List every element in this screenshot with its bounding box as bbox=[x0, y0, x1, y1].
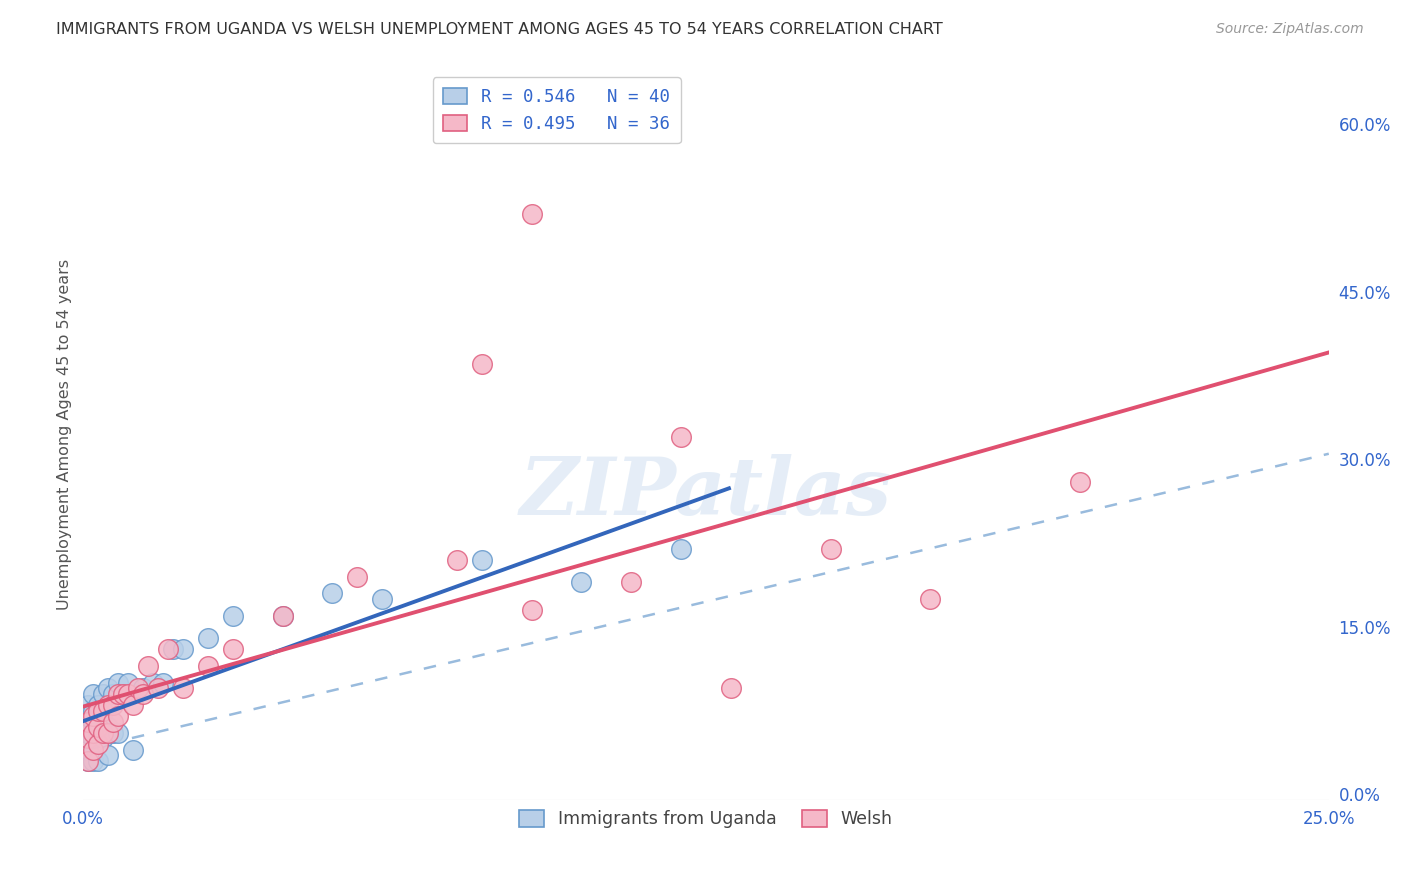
Point bbox=[82, 687, 104, 701]
Point bbox=[371, 591, 394, 606]
Point bbox=[91, 731, 114, 746]
Point bbox=[101, 687, 124, 701]
Point bbox=[117, 675, 139, 690]
Point bbox=[122, 698, 145, 712]
Point bbox=[132, 687, 155, 701]
Point bbox=[77, 714, 100, 729]
Point bbox=[77, 754, 100, 768]
Point bbox=[97, 726, 120, 740]
Point bbox=[117, 687, 139, 701]
Y-axis label: Unemployment Among Ages 45 to 54 years: Unemployment Among Ages 45 to 54 years bbox=[58, 259, 72, 610]
Point bbox=[669, 430, 692, 444]
Point bbox=[82, 709, 104, 723]
Point bbox=[172, 642, 194, 657]
Point bbox=[156, 642, 179, 657]
Point bbox=[146, 681, 169, 696]
Legend: Immigrants from Uganda, Welsh: Immigrants from Uganda, Welsh bbox=[513, 803, 900, 835]
Point bbox=[97, 720, 120, 734]
Point bbox=[82, 731, 104, 746]
Point bbox=[97, 681, 120, 696]
Point bbox=[77, 698, 100, 712]
Point bbox=[87, 698, 110, 712]
Point bbox=[172, 681, 194, 696]
Point bbox=[446, 553, 468, 567]
Point bbox=[346, 569, 368, 583]
Point bbox=[82, 704, 104, 718]
Point bbox=[82, 726, 104, 740]
Point bbox=[91, 704, 114, 718]
Point bbox=[620, 575, 643, 590]
Point bbox=[271, 608, 294, 623]
Point bbox=[122, 742, 145, 756]
Point bbox=[820, 541, 842, 556]
Point bbox=[920, 591, 942, 606]
Point bbox=[222, 642, 245, 657]
Point bbox=[97, 698, 120, 712]
Point bbox=[197, 631, 219, 645]
Point bbox=[82, 742, 104, 756]
Text: Source: ZipAtlas.com: Source: ZipAtlas.com bbox=[1216, 22, 1364, 37]
Point bbox=[162, 642, 184, 657]
Point bbox=[222, 608, 245, 623]
Point bbox=[471, 358, 494, 372]
Point bbox=[520, 207, 543, 221]
Point bbox=[87, 737, 110, 751]
Point bbox=[152, 675, 174, 690]
Point bbox=[720, 681, 742, 696]
Text: IMMIGRANTS FROM UGANDA VS WELSH UNEMPLOYMENT AMONG AGES 45 TO 54 YEARS CORRELATI: IMMIGRANTS FROM UGANDA VS WELSH UNEMPLOY… bbox=[56, 22, 943, 37]
Point bbox=[142, 675, 165, 690]
Point bbox=[87, 726, 110, 740]
Point bbox=[669, 541, 692, 556]
Point bbox=[87, 754, 110, 768]
Point bbox=[127, 681, 149, 696]
Point bbox=[82, 754, 104, 768]
Point bbox=[571, 575, 593, 590]
Point bbox=[87, 720, 110, 734]
Point bbox=[112, 687, 135, 701]
Text: ZIPatlas: ZIPatlas bbox=[520, 454, 891, 532]
Point bbox=[77, 754, 100, 768]
Point bbox=[91, 687, 114, 701]
Point bbox=[112, 687, 135, 701]
Point bbox=[1069, 475, 1091, 489]
Point bbox=[91, 714, 114, 729]
Point bbox=[101, 698, 124, 712]
Point bbox=[107, 726, 129, 740]
Point bbox=[77, 731, 100, 746]
Point bbox=[91, 726, 114, 740]
Point bbox=[321, 586, 343, 600]
Point bbox=[101, 726, 124, 740]
Point bbox=[87, 704, 110, 718]
Point bbox=[197, 659, 219, 673]
Point bbox=[107, 675, 129, 690]
Point bbox=[77, 726, 100, 740]
Point bbox=[82, 714, 104, 729]
Point bbox=[107, 709, 129, 723]
Point bbox=[97, 748, 120, 763]
Point bbox=[271, 608, 294, 623]
Point bbox=[471, 553, 494, 567]
Point bbox=[107, 687, 129, 701]
Point bbox=[77, 709, 100, 723]
Point bbox=[520, 603, 543, 617]
Point bbox=[101, 714, 124, 729]
Point bbox=[77, 742, 100, 756]
Point bbox=[87, 709, 110, 723]
Point bbox=[132, 681, 155, 696]
Point bbox=[136, 659, 159, 673]
